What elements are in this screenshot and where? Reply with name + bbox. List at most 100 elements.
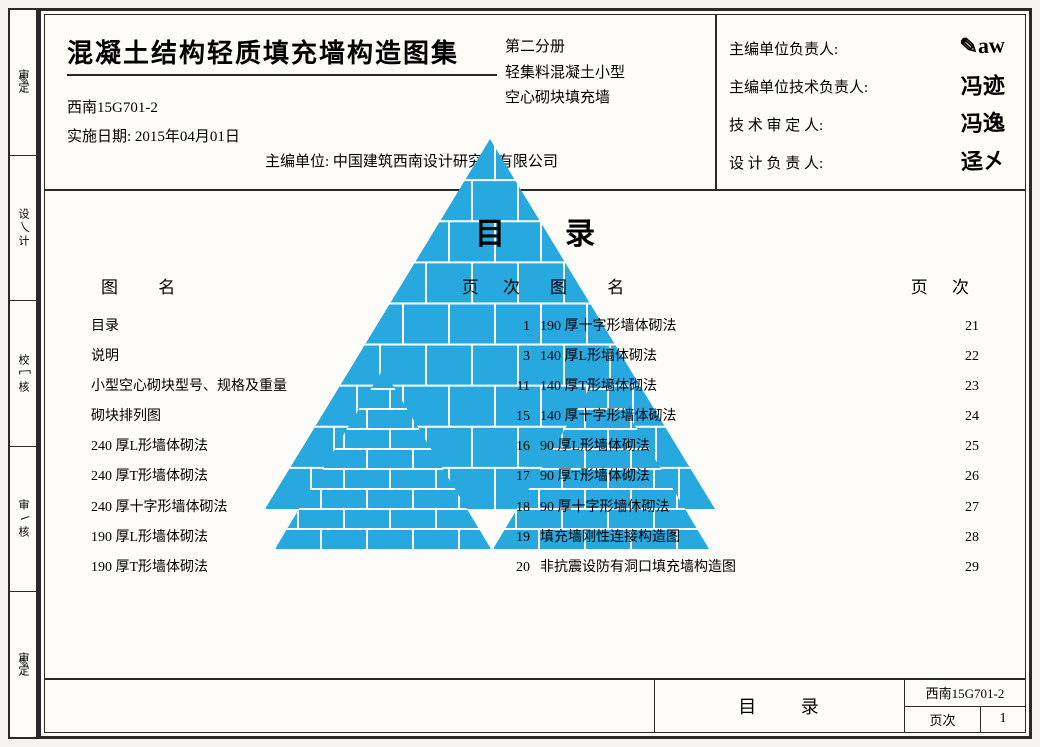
toc-row: 240 厚十字形墙体砌法18 xyxy=(91,493,530,523)
toc-row: 140 厚L形墙体砌法22 xyxy=(540,342,979,372)
footer-right-block: 西南15G701-2 页次 1 xyxy=(905,680,1025,732)
toc-row: 240 厚T形墙体砌法17 xyxy=(91,462,530,492)
toc-entry-name: 140 厚L形墙体砌法 xyxy=(540,342,909,372)
header: 混凝土结构轻质填充墙构造图集 第二分册 轻集料混凝土小型 空心砌块填充墙 西南1… xyxy=(45,15,1025,191)
sig-role-label: 审定 xyxy=(15,652,31,678)
sig-role-label: 校 核 xyxy=(15,354,31,394)
toc-entry-page: 20 xyxy=(460,553,530,583)
toc-entry-page: 26 xyxy=(909,462,979,492)
toc-entry-page: 24 xyxy=(909,402,979,432)
toc-entry-page: 17 xyxy=(460,462,530,492)
date-value: 2015年04月01日 xyxy=(135,129,240,145)
toc-entry-page: 11 xyxy=(460,372,530,402)
responsible-label: 技 术 审 定 人: xyxy=(729,114,823,135)
toc-row: 90 厚T形墙体砌法26 xyxy=(540,462,979,492)
signature-scrawl: 迳㐅 xyxy=(823,143,1014,182)
toc-entry-page: 15 xyxy=(460,402,530,432)
toc-entry-name: 填充墙刚性连接构造图 xyxy=(540,523,909,553)
col-head-name: 图 名 xyxy=(91,273,460,298)
toc-col-head: 图 名 页 次 xyxy=(540,273,979,298)
drawing-frame-outer: 混凝土结构轻质填充墙构造图集 第二分册 轻集料混凝土小型 空心砌块填充墙 西南1… xyxy=(38,8,1032,739)
toc-entry-page: 21 xyxy=(909,312,979,342)
toc-col-left: 图 名 页 次 目录1说明3小型空心砌块型号、规格及重量11砌块排列图15240… xyxy=(91,273,530,583)
volume-block: 第二分册 轻集料混凝土小型 空心砌块填充墙 xyxy=(505,35,625,112)
toc-entry-page: 27 xyxy=(909,493,979,523)
toc-col-right: 图 名 页 次 190 厚十字形墙体砌法21140 厚L形墙体砌法22140 厚… xyxy=(540,273,979,583)
sig-cell: 审定✎ xyxy=(10,10,36,155)
toc-entry-page: 23 xyxy=(909,372,979,402)
editor-label: 主编单位: xyxy=(265,154,329,170)
editor-value: 中国建筑西南设计研究院有限公司 xyxy=(333,154,558,170)
toc-row: 目录1 xyxy=(91,312,530,342)
toc-col-head: 图 名 页 次 xyxy=(91,273,530,298)
toc-entry-name: 小型空心砌块型号、规格及重量 xyxy=(91,372,460,402)
sig-role-label: 设 计 xyxy=(15,208,31,248)
toc-entry-name: 非抗震设防有洞口填充墙构造图 xyxy=(540,553,909,583)
responsible-label: 主编单位负责人: xyxy=(729,38,838,59)
toc-entry-name: 90 厚十字形墙体砌法 xyxy=(540,493,909,523)
toc-entry-name: 90 厚L形墙体砌法 xyxy=(540,432,909,462)
signature-scrawl: ✎aw xyxy=(838,32,1014,64)
col-head-page: 页 次 xyxy=(460,273,530,298)
footer: 目 录 西南15G701-2 页次 1 xyxy=(45,678,1025,732)
toc-entry-name: 目录 xyxy=(91,312,460,342)
toc-entry-name: 240 厚十字形墙体砌法 xyxy=(91,493,460,523)
drawing-frame-inner: 混凝土结构轻质填充墙构造图集 第二分册 轻集料混凝土小型 空心砌块填充墙 西南1… xyxy=(44,14,1026,733)
toc-row: 小型空心砌块型号、规格及重量11 xyxy=(91,372,530,402)
toc-entry-page: 22 xyxy=(909,342,979,372)
toc-row: 90 厚十字形墙体砌法27 xyxy=(540,493,979,523)
toc-entry-name: 240 厚T形墙体砌法 xyxy=(91,462,460,492)
col-head-page: 页 次 xyxy=(909,273,979,298)
toc-entry-name: 140 厚十字形墙体砌法 xyxy=(540,402,909,432)
date-label: 实施日期: xyxy=(67,129,131,145)
responsible-row: 技 术 审 定 人:冯逸 xyxy=(729,105,1013,143)
toc-entry-name: 140 厚T形墙体砌法 xyxy=(540,372,909,402)
toc-row: 140 厚十字形墙体砌法24 xyxy=(540,402,979,432)
body-area: 目录 图 名 页 次 目录1说明3小型空心砌块型号、规格及重量11砌块排列图15… xyxy=(45,191,1025,678)
responsible-label: 主编单位技术负责人: xyxy=(729,76,868,97)
sig-cell: 审 核㇀ xyxy=(10,446,36,592)
toc-row: 填充墙刚性连接构造图28 xyxy=(540,523,979,553)
footer-section-title: 目 录 xyxy=(655,680,905,732)
responsible-row: 主编单位技术负责人:冯迹 xyxy=(729,67,1013,105)
toc-row: 190 厚十字形墙体砌法21 xyxy=(540,312,979,342)
responsible-label: 设 计 负 责 人: xyxy=(729,152,823,173)
toc-entry-page: 29 xyxy=(909,553,979,583)
toc-entry-name: 90 厚T形墙体砌法 xyxy=(540,462,909,492)
sig-role-label: 审 核 xyxy=(15,499,31,539)
toc-entry-page: 1 xyxy=(460,312,530,342)
col-head-name: 图 名 xyxy=(540,273,909,298)
toc-entry-name: 240 厚L形墙体砌法 xyxy=(91,432,460,462)
toc-row: 90 厚L形墙体砌法25 xyxy=(540,432,979,462)
toc-heading: 目录 xyxy=(91,209,979,253)
toc-row: 240 厚L形墙体砌法16 xyxy=(91,432,530,462)
footer-page-label: 页次 xyxy=(905,707,981,733)
toc-row: 砌块排列图15 xyxy=(91,402,530,432)
chief-editor-org: 主编单位: 中国建筑西南设计研究院有限公司 xyxy=(265,150,558,171)
toc-entry-page: 16 xyxy=(460,432,530,462)
toc-entry-page: 28 xyxy=(909,523,979,553)
sig-cell: 校 核冖 xyxy=(10,300,36,446)
sig-role-label: 审定 xyxy=(15,69,31,95)
effective-date: 实施日期: 2015年04月01日 xyxy=(67,125,695,146)
toc-row: 140 厚T形墙体砌法23 xyxy=(540,372,979,402)
responsible-row: 主编单位负责人:✎aw xyxy=(729,29,1013,67)
toc-row: 190 厚T形墙体砌法20 xyxy=(91,553,530,583)
toc-entry-page: 25 xyxy=(909,432,979,462)
volume-line3: 空心砌块填充墙 xyxy=(505,86,625,112)
volume-line2: 轻集料混凝土小型 xyxy=(505,61,625,87)
volume-line1: 第二分册 xyxy=(505,35,625,61)
signature-scrawl: 冯逸 xyxy=(823,105,1014,144)
toc-entry-name: 190 厚十字形墙体砌法 xyxy=(540,312,909,342)
toc-entry-name: 190 厚T形墙体砌法 xyxy=(91,553,460,583)
signature-strip: 审定✎审 核㇀校 核冖设 计㇏审定✎ xyxy=(8,8,38,739)
sig-cell: 审定✎ xyxy=(10,591,36,737)
toc-columns: 图 名 页 次 目录1说明3小型空心砌块型号、规格及重量11砌块排列图15240… xyxy=(91,273,979,583)
header-right-responsibles: 主编单位负责人:✎aw主编单位技术负责人:冯迹技 术 审 定 人:冯逸设 计 负… xyxy=(717,15,1025,189)
toc-entry-page: 19 xyxy=(460,523,530,553)
toc-entry-page: 3 xyxy=(460,342,530,372)
toc-row: 190 厚L形墙体砌法19 xyxy=(91,523,530,553)
sig-cell: 设 计㇏ xyxy=(10,155,36,301)
footer-left-blank xyxy=(45,680,655,732)
toc-row: 说明3 xyxy=(91,342,530,372)
